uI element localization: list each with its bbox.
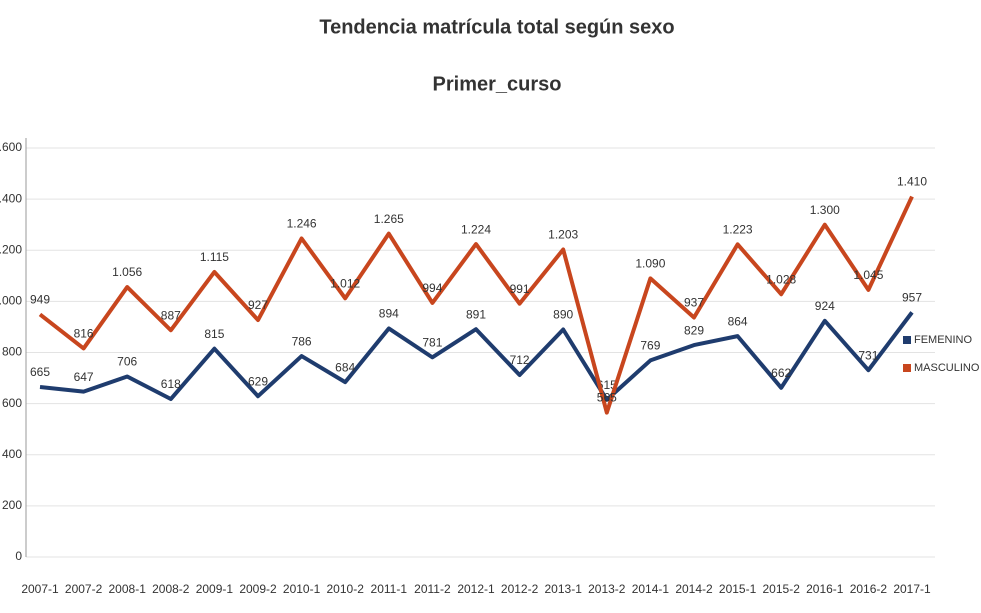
legend-label: MASCULINO: [914, 362, 980, 374]
data-label: 647: [74, 370, 94, 384]
data-label: 949: [30, 293, 50, 307]
y-tick-label: 1.200: [0, 242, 22, 256]
data-label: 894: [379, 307, 399, 321]
data-label: 565: [597, 391, 617, 405]
data-label: 1.012: [330, 276, 360, 290]
data-label: 781: [422, 336, 442, 350]
x-tick-label: 2008-2: [152, 582, 190, 596]
chart-subtitle: Primer_curso: [433, 73, 562, 95]
data-label: 1.056: [112, 265, 142, 279]
series-line: [38, 195, 914, 415]
data-label: 1.300: [810, 203, 840, 217]
data-label: 891: [466, 307, 486, 321]
data-label: 887: [161, 308, 181, 322]
x-tick-label: 2009-2: [239, 582, 277, 596]
data-label: 665: [30, 365, 50, 379]
x-tick-label: 2008-1: [109, 582, 147, 596]
data-label: 731: [858, 348, 878, 362]
x-tick-label: 2011-1: [371, 582, 408, 596]
data-label: 957: [902, 291, 922, 305]
y-tick-label: 600: [2, 396, 22, 410]
y-tick-label: 400: [2, 447, 22, 461]
y-tick-label: 1.000: [0, 294, 22, 308]
data-label: 1.045: [853, 268, 883, 282]
data-label: 1.246: [287, 217, 317, 231]
data-label: 684: [335, 360, 355, 374]
x-tick-label: 2015-2: [763, 582, 801, 596]
legend-swatch: [903, 336, 911, 344]
data-label: 815: [204, 327, 224, 341]
x-tick-label: 2014-1: [632, 582, 670, 596]
chart-title: Tendencia matrícula total según sexo: [319, 16, 674, 38]
y-tick-label: 1.400: [0, 191, 22, 205]
data-label: 816: [74, 327, 94, 341]
data-label: 1.224: [461, 222, 491, 236]
data-label: 991: [510, 282, 530, 296]
data-label: 994: [422, 281, 442, 295]
y-tick-label: 800: [2, 345, 22, 359]
data-label: 829: [684, 323, 704, 337]
series-line: [39, 311, 914, 402]
x-tick-label: 2007-1: [21, 582, 59, 596]
x-tick-label: 2007-2: [65, 582, 103, 596]
x-tick-label: 2012-1: [457, 582, 495, 596]
data-label: 786: [292, 334, 312, 348]
data-label: 1.090: [635, 257, 665, 271]
data-label: 629: [248, 374, 268, 388]
data-label: 1.265: [374, 212, 404, 226]
legend-label: FEMENINO: [914, 334, 973, 346]
y-tick-label: 0: [15, 549, 22, 563]
x-tick-label: 2016-1: [806, 582, 844, 596]
y-tick-label: 200: [2, 498, 22, 512]
x-tick-label: 2009-1: [196, 582, 234, 596]
data-label: 618: [161, 377, 181, 391]
data-label: 927: [248, 298, 268, 312]
data-label: 1.028: [766, 272, 796, 286]
data-label: 1.223: [723, 223, 753, 237]
data-label: 937: [684, 296, 704, 310]
x-tick-label: 2010-2: [327, 582, 365, 596]
legend-swatch: [903, 364, 911, 372]
data-label: 1.203: [548, 228, 578, 242]
data-label: 924: [815, 299, 835, 313]
x-tick-label: 2014-2: [675, 582, 713, 596]
data-label: 769: [640, 339, 660, 353]
data-label: 662: [771, 366, 791, 380]
data-label: 712: [510, 353, 530, 367]
x-tick-label: 2016-2: [850, 582, 888, 596]
x-tick-label: 2010-1: [283, 582, 321, 596]
x-tick-label: 2015-1: [719, 582, 757, 596]
x-tick-label: 2012-2: [501, 582, 539, 596]
data-label: 864: [728, 314, 748, 328]
data-label: 1.410: [897, 175, 927, 189]
x-tick-label: 2017-1: [893, 582, 931, 596]
data-label: 890: [553, 308, 573, 322]
y-tick-label: 1.600: [0, 140, 22, 154]
data-label: 1.115: [200, 250, 229, 264]
data-label: 706: [117, 355, 137, 369]
x-tick-label: 2013-2: [588, 582, 626, 596]
x-tick-label: 2011-2: [414, 582, 451, 596]
x-tick-label: 2013-1: [545, 582, 583, 596]
